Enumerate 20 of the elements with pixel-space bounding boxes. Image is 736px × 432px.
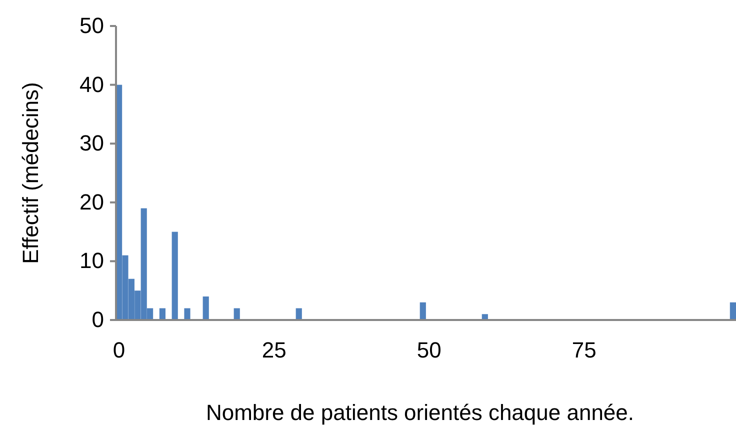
y-tick-label: 30 [80, 130, 104, 156]
bar [730, 302, 736, 320]
bar [172, 232, 178, 320]
bar [184, 308, 190, 320]
x-tick-label: 50 [416, 338, 442, 363]
y-tick-label: 0 [92, 307, 104, 332]
x-tick-label: 25 [262, 338, 286, 363]
y-tick-label: 40 [80, 72, 104, 97]
x-axis-title: Nombre de patients orientés chaque année. [206, 400, 634, 425]
x-tick-label: 75 [572, 338, 596, 363]
y-tick-label: 50 [80, 13, 104, 38]
bar [159, 308, 166, 320]
y-tick-label: 10 [80, 248, 104, 274]
bar [234, 308, 240, 320]
y-axis-title: Effectif (médecins) [18, 82, 43, 264]
bar [202, 296, 209, 320]
bar [296, 308, 302, 320]
y-tick-label: 20 [80, 189, 104, 214]
bar [420, 302, 426, 320]
x-tick-label: 0 [112, 338, 126, 363]
